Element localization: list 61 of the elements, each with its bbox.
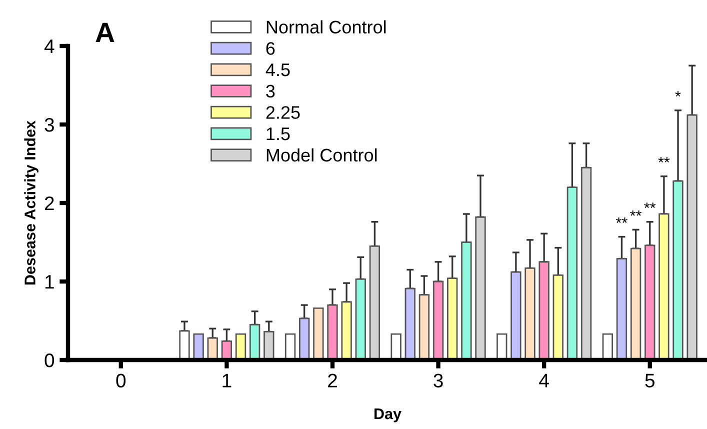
y-tick-label: 4 (44, 40, 54, 54)
annotation: ** (630, 210, 642, 216)
x-tick-label: 2 (328, 374, 337, 388)
bar (686, 114, 698, 360)
legend-label: Normal Control (266, 20, 386, 34)
legend-label: 1.5 (266, 128, 290, 140)
bar (390, 333, 402, 360)
bar (461, 242, 472, 360)
y-axis-title: Desease Activity Index (24, 120, 38, 284)
bar (496, 333, 508, 360)
legend-label: 6 (266, 42, 275, 55)
legend-label: 4.5 (266, 64, 290, 76)
bar (432, 280, 444, 360)
bar (644, 244, 656, 360)
x-tick-label: 3 (434, 374, 443, 388)
bar (284, 333, 296, 360)
bar (193, 333, 204, 360)
bar (249, 324, 260, 360)
bar (298, 318, 310, 360)
bar (341, 301, 352, 360)
bar (418, 294, 430, 360)
bar (658, 213, 670, 360)
bar (602, 333, 614, 360)
bar (221, 340, 232, 360)
legend-label: 3 (266, 84, 275, 98)
bar (327, 304, 338, 360)
x-tick-label: 4 (539, 374, 549, 388)
bar (447, 278, 458, 360)
bar (566, 186, 578, 360)
bar (475, 216, 486, 360)
bar (580, 166, 592, 360)
annotation: ** (658, 157, 670, 162)
annotation: * (675, 91, 681, 96)
bar (510, 271, 522, 360)
bar (369, 245, 380, 360)
y-tick-label: 3 (44, 118, 54, 132)
y-tick-label: 0 (44, 353, 54, 368)
bar (538, 261, 550, 360)
bar (404, 288, 416, 360)
legend-label: Model Control (266, 148, 377, 162)
y-tick-label: 2 (44, 196, 54, 210)
x-tick-label: 5 (645, 374, 654, 388)
bar (207, 337, 218, 360)
legend-label: 2.25 (266, 106, 300, 119)
annotation: ** (616, 218, 628, 223)
annotation: ** (644, 202, 656, 208)
bar (552, 274, 564, 360)
text: A (96, 22, 114, 42)
bar (355, 278, 366, 360)
y-tick-label: 1 (45, 275, 54, 289)
x-tick-label: 1 (222, 374, 232, 388)
bar (672, 180, 684, 360)
x-tick-label: 0 (116, 374, 126, 388)
bar (630, 248, 642, 360)
bar (313, 307, 324, 360)
x-axis-title: Day (374, 408, 402, 422)
bar (235, 333, 246, 360)
bar (179, 330, 190, 360)
bar (524, 267, 536, 360)
bar (264, 331, 274, 360)
bar (616, 258, 628, 360)
